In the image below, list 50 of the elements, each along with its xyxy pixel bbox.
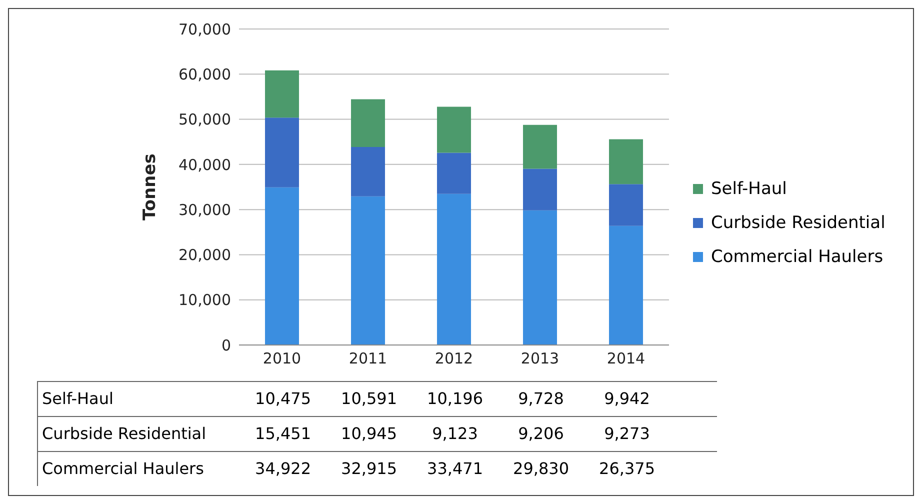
bar <box>437 152 471 194</box>
text: Curbside Residential <box>42 424 206 443</box>
y-tick-label: 20,000 <box>178 246 231 264</box>
bar <box>437 194 471 345</box>
data-label: 10,591 <box>341 389 397 408</box>
bar <box>265 187 299 345</box>
y-tick-label: 10,000 <box>178 291 231 310</box>
y-tick-label: 30,000 <box>178 200 231 219</box>
data-label: 33,471 <box>427 459 483 478</box>
legend-label: Curbside Residential <box>710 213 886 233</box>
data-label: 29,830 <box>513 459 569 478</box>
bar <box>437 106 471 153</box>
bar <box>523 124 557 169</box>
data-label: 32,915 <box>341 459 397 478</box>
data-label: 10,196 <box>427 389 483 408</box>
bar <box>523 168 557 210</box>
data-label: 9,273 <box>604 424 650 443</box>
bar <box>609 139 643 184</box>
data-label: 9,123 <box>432 424 478 443</box>
data-label: 15,451 <box>255 424 311 443</box>
y-tick-label: 60,000 <box>178 65 231 84</box>
bar <box>609 226 643 345</box>
data-label: 10,945 <box>341 424 397 443</box>
bar <box>351 196 385 345</box>
data-label: 10,475 <box>255 389 311 408</box>
x-tick-label: 2013 <box>520 350 560 368</box>
bar <box>265 70 299 118</box>
data-label: 9,942 <box>604 389 650 408</box>
y-tick-label: 0 <box>221 336 231 354</box>
text: Self-Haul <box>42 389 114 408</box>
x-tick-label: 2012 <box>434 350 474 368</box>
data-label: 9,206 <box>518 424 564 443</box>
bar <box>351 147 385 196</box>
x-tick-label: 2011 <box>348 350 388 368</box>
data-label: 34,922 <box>255 459 311 478</box>
y-axis-title: Tonnes <box>140 154 160 220</box>
y-tick-label: 50,000 <box>178 110 231 129</box>
bar <box>265 118 299 188</box>
data-label: 26,375 <box>599 459 655 478</box>
bar <box>351 99 385 148</box>
x-tick-label: 2014 <box>606 350 646 368</box>
legend-label: Commercial Haulers <box>710 247 884 267</box>
y-tick-label: 40,000 <box>178 156 231 174</box>
bar <box>609 184 643 226</box>
x-tick-label: 2010 <box>262 350 302 368</box>
text: Commercial Haulers <box>42 459 204 478</box>
legend-label: Self-Haul <box>710 179 788 199</box>
y-tick-label: 70,000 <box>178 20 231 38</box>
bar <box>523 210 557 345</box>
data-label: 9,728 <box>518 389 564 408</box>
